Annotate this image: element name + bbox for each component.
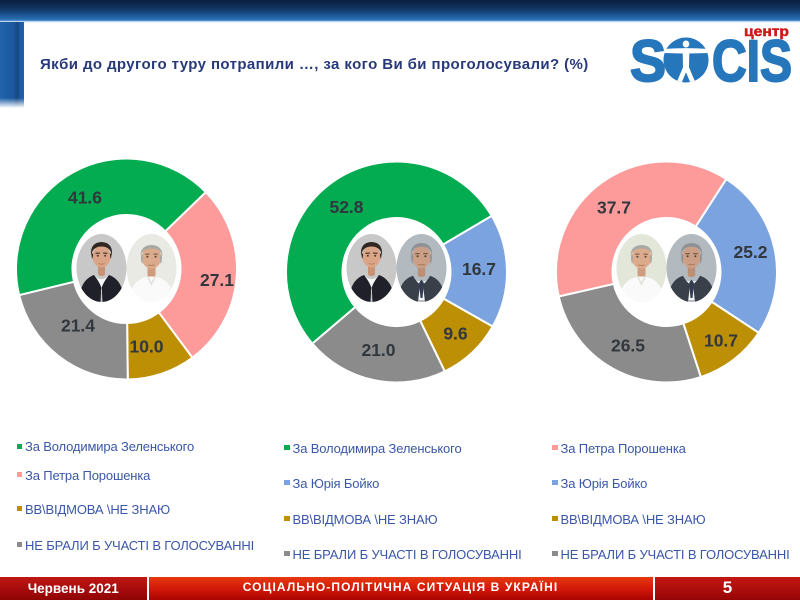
svg-text:27.1: 27.1 — [200, 270, 234, 290]
svg-text:21.4: 21.4 — [61, 316, 95, 336]
svg-text:S: S — [630, 29, 666, 86]
svg-text:37.7: 37.7 — [597, 198, 631, 218]
svg-text:52.8: 52.8 — [329, 197, 363, 217]
svg-text:21.0: 21.0 — [361, 340, 395, 360]
svg-text:9.6: 9.6 — [443, 324, 468, 344]
svg-text:26.5: 26.5 — [611, 335, 645, 355]
svg-text:10.0: 10.0 — [129, 337, 163, 357]
svg-text:центр: центр — [744, 23, 789, 39]
svg-text:16.7: 16.7 — [462, 259, 496, 279]
svg-text:25.2: 25.2 — [733, 242, 767, 262]
svg-text:CIS: CIS — [712, 29, 792, 86]
svg-text:10.7: 10.7 — [704, 331, 738, 351]
svg-text:41.6: 41.6 — [68, 188, 102, 208]
